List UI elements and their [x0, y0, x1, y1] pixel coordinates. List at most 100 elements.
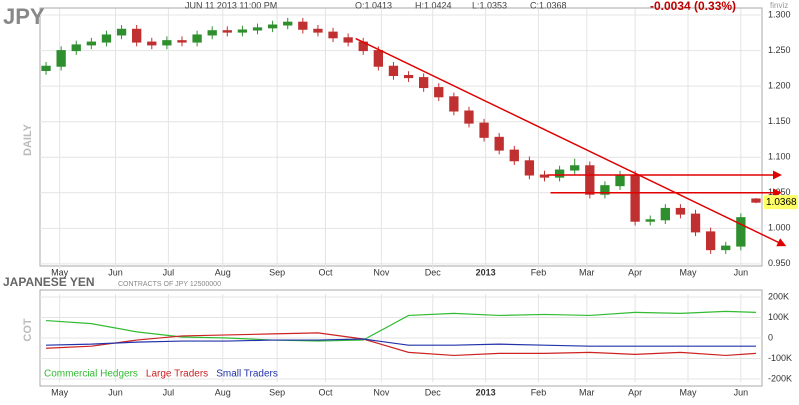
- y-tick-label: 1.250: [768, 45, 791, 55]
- last-price-label: 1.0368: [766, 197, 797, 208]
- candle-body: [56, 50, 66, 67]
- candle-body: [585, 165, 595, 195]
- series-line: [46, 338, 756, 347]
- x-tick-label: Sep: [269, 387, 285, 397]
- x-tick-label: Mar: [579, 387, 595, 397]
- x-tick-label: Jun: [734, 387, 749, 397]
- candle-body: [41, 65, 51, 72]
- x-tick-label: Oct: [318, 267, 333, 277]
- series-line: [46, 310, 756, 342]
- y-tick-label: 1.100: [768, 152, 791, 162]
- candle-body: [252, 27, 263, 31]
- trend-line: [355, 37, 787, 247]
- candle-body: [403, 74, 414, 79]
- candle-body: [690, 213, 701, 233]
- cot-label: COT: [22, 318, 34, 342]
- candle-body: [434, 87, 444, 98]
- candle-body: [343, 37, 353, 43]
- candle-body: [267, 24, 278, 29]
- candle-body: [736, 217, 746, 247]
- candle-body: [192, 34, 202, 43]
- candle-body: [524, 160, 535, 176]
- ohlc-high: H:1.0424: [415, 0, 452, 10]
- candle-body: [570, 165, 580, 171]
- candle-body: [298, 21, 308, 30]
- y-tick-label: 1.300: [768, 9, 791, 19]
- candle-body: [539, 174, 550, 178]
- candle-body: [464, 110, 474, 124]
- candle-body: [222, 30, 232, 33]
- candle-body: [162, 40, 172, 46]
- candle-body: [751, 198, 761, 203]
- candle-body: [86, 41, 97, 46]
- candle-body: [237, 29, 248, 33]
- candle-body: [630, 174, 640, 222]
- candle-body: [615, 174, 625, 187]
- x-tick-label: May: [679, 267, 697, 277]
- candle-body: [373, 50, 383, 67]
- cot-subtitle: CONTRACTS OF JPY 12500000: [118, 281, 221, 288]
- y-tick-label: 0: [768, 332, 773, 342]
- y-tick-label: 100K: [768, 312, 789, 322]
- y-tick-label: 1.000: [768, 223, 791, 233]
- x-tick-label: Nov: [373, 387, 390, 397]
- x-tick-label: Jul: [163, 267, 175, 277]
- x-tick-label: May: [679, 387, 697, 397]
- candle-body: [328, 31, 338, 39]
- last-price-box: [764, 195, 798, 210]
- candle-body: [313, 28, 323, 33]
- x-tick-label: Dec: [425, 267, 442, 277]
- x-tick-label: Jun: [734, 267, 749, 277]
- legend-entry: Large Traders: [146, 369, 208, 380]
- change: -0.0034 (0.33%): [650, 0, 736, 13]
- x-tick-label: Feb: [531, 387, 547, 397]
- candle-body: [177, 40, 187, 43]
- x-tick-label: Oct: [318, 387, 333, 397]
- x-tick-label: Jun: [108, 267, 123, 277]
- x-tick-label: Feb: [531, 267, 547, 277]
- x-tick-label: Sep: [269, 267, 285, 277]
- x-tick-label: Apr: [628, 387, 642, 397]
- candle-body: [132, 28, 142, 43]
- price-frame: [39, 7, 763, 267]
- x-tick-label: Aug: [215, 267, 231, 277]
- series-line: [46, 332, 756, 357]
- candle-body: [71, 44, 81, 52]
- candle-body: [675, 207, 686, 215]
- candle-body: [207, 30, 217, 36]
- y-tick-label: 1.200: [768, 81, 791, 91]
- y-tick-label: 0.950: [768, 258, 791, 268]
- x-tick-label: Jul: [163, 387, 175, 397]
- candle-body: [645, 219, 655, 222]
- candle-body: [494, 136, 504, 151]
- symbol: JPY: [3, 4, 45, 29]
- candle-body: [283, 21, 293, 26]
- x-tick-label: Nov: [373, 267, 390, 277]
- y-tick-label: 200K: [768, 291, 789, 301]
- ohlc-close: C:1.0368: [530, 0, 567, 10]
- candle-body: [660, 207, 670, 221]
- x-tick-label: 2013: [476, 267, 496, 277]
- ohlc-open: O:1.0413: [355, 0, 392, 10]
- candle-body: [449, 96, 459, 112]
- y-tick-label: 1.150: [768, 116, 791, 126]
- candle-body: [479, 122, 489, 138]
- x-tick-label: Aug: [215, 387, 231, 397]
- candle-body: [147, 41, 157, 46]
- y-tick-label: -200K: [768, 373, 792, 383]
- candle-body: [419, 77, 429, 89]
- date: JUN 11 2013 11:00 PM: [185, 0, 277, 10]
- y-tick-label: -100K: [768, 353, 792, 363]
- legend-entry: Small Traders: [216, 369, 278, 380]
- candle-body: [554, 169, 565, 178]
- brand: finviz: [770, 1, 788, 10]
- x-tick-label: Apr: [628, 267, 642, 277]
- x-tick-label: May: [51, 387, 69, 397]
- x-tick-label: Mar: [579, 267, 595, 277]
- legend-entry: Commercial Hedgers: [44, 369, 138, 380]
- cot-title: JAPANESE YEN: [3, 275, 95, 289]
- x-tick-label: Jun: [108, 387, 123, 397]
- candle-body: [388, 65, 399, 76]
- candle-body: [509, 149, 519, 162]
